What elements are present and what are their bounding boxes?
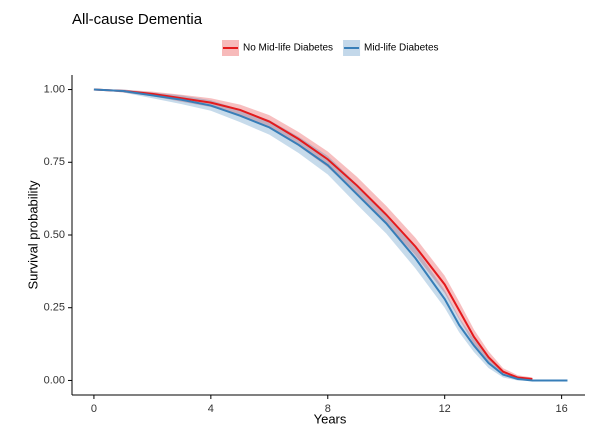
y-tick-label: 0.75 bbox=[44, 156, 65, 168]
legend-label: No Mid-life Diabetes bbox=[243, 43, 333, 54]
x-tick-label: 16 bbox=[555, 403, 567, 415]
y-tick-label: 1.00 bbox=[44, 83, 65, 95]
y-tick-label: 0.00 bbox=[44, 374, 65, 386]
y-tick-label: 0.25 bbox=[44, 302, 65, 314]
x-tick-label: 0 bbox=[91, 403, 97, 415]
survival-line bbox=[93, 88, 533, 380]
y-tick-label: 0.50 bbox=[44, 229, 65, 241]
x-tick-label: 4 bbox=[208, 403, 214, 415]
y-axis-label: Survival probability bbox=[25, 180, 40, 290]
x-axis-label: Years bbox=[314, 411, 347, 426]
x-tick-label: 8 bbox=[325, 403, 331, 415]
survival-line bbox=[93, 88, 568, 382]
x-tick-label: 12 bbox=[439, 403, 451, 415]
chart-title: All-cause Dementia bbox=[72, 11, 203, 28]
legend-label: Mid-life Diabetes bbox=[364, 43, 438, 54]
